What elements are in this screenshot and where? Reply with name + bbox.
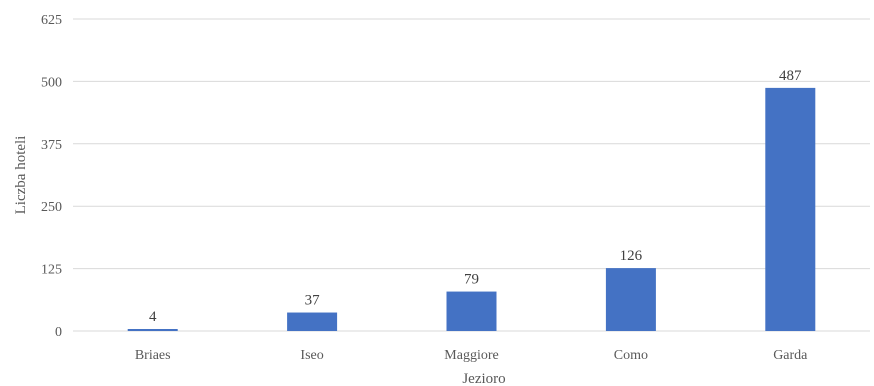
bars xyxy=(127,87,816,331)
data-label: 4 xyxy=(149,309,157,325)
y-tick-label: 625 xyxy=(41,13,62,28)
data-label: 487 xyxy=(779,68,802,84)
y-tick-label: 500 xyxy=(41,75,62,90)
x-tick-label: Garda xyxy=(773,348,808,363)
gridlines xyxy=(73,18,870,332)
x-tick-label: Iseo xyxy=(300,348,323,363)
bar-briaes xyxy=(127,329,178,331)
y-axis-ticks: 0 125 250 375 500 625 xyxy=(41,13,62,340)
x-tick-label: Briaes xyxy=(135,348,171,363)
y-tick-label: 125 xyxy=(41,263,62,278)
data-label: 79 xyxy=(464,272,479,288)
y-tick-label: 375 xyxy=(41,138,62,153)
y-axis-title: Liczba hoteli xyxy=(13,136,29,215)
x-axis-title: Jezioro xyxy=(462,371,505,386)
data-label: 126 xyxy=(620,248,643,264)
bar-maggiore xyxy=(446,291,497,331)
x-tick-label: Como xyxy=(614,348,648,363)
data-labels: 4 37 79 126 487 xyxy=(149,68,802,325)
bar-iseo xyxy=(287,312,338,331)
x-tick-label: Maggiore xyxy=(444,348,498,363)
bar-como xyxy=(605,268,656,331)
bar-garda xyxy=(765,87,816,331)
y-tick-label: 0 xyxy=(55,325,62,340)
y-tick-label: 250 xyxy=(41,200,62,215)
data-label: 37 xyxy=(305,293,321,309)
x-axis-ticks: Briaes Iseo Maggiore Como Garda xyxy=(135,348,808,363)
